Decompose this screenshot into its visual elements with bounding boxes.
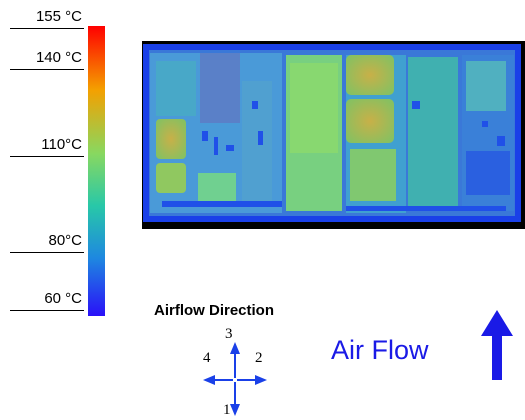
scale-tick: [10, 28, 84, 29]
thermal-image: [142, 41, 525, 229]
direction-label-2: 2: [255, 350, 263, 366]
air-flow-label: Air Flow: [331, 335, 429, 365]
thermal-board-graphic: [143, 44, 521, 222]
up-arrow-icon: [480, 310, 514, 387]
direction-label-1: 1: [223, 402, 231, 418]
color-bar: [88, 26, 105, 316]
scale-tick: [10, 156, 84, 157]
scale-label-140: 140 °C: [35, 49, 82, 66]
direction-label-3: 3: [225, 326, 233, 342]
scale-label-80: 80°C: [48, 232, 82, 249]
scale-label-110: 110°C: [41, 136, 82, 153]
direction-label-4: 4: [203, 350, 211, 366]
scale-label-155: 155 °C: [35, 8, 82, 25]
scale-tick: [10, 310, 84, 311]
airflow-direction-title: Airflow Direction: [154, 302, 275, 319]
scale-tick: [10, 69, 84, 70]
scale-tick: [10, 252, 84, 253]
scale-label-60: 60 °C: [44, 290, 82, 307]
compass-arrows-icon: 3 4 2 1: [195, 322, 275, 420]
